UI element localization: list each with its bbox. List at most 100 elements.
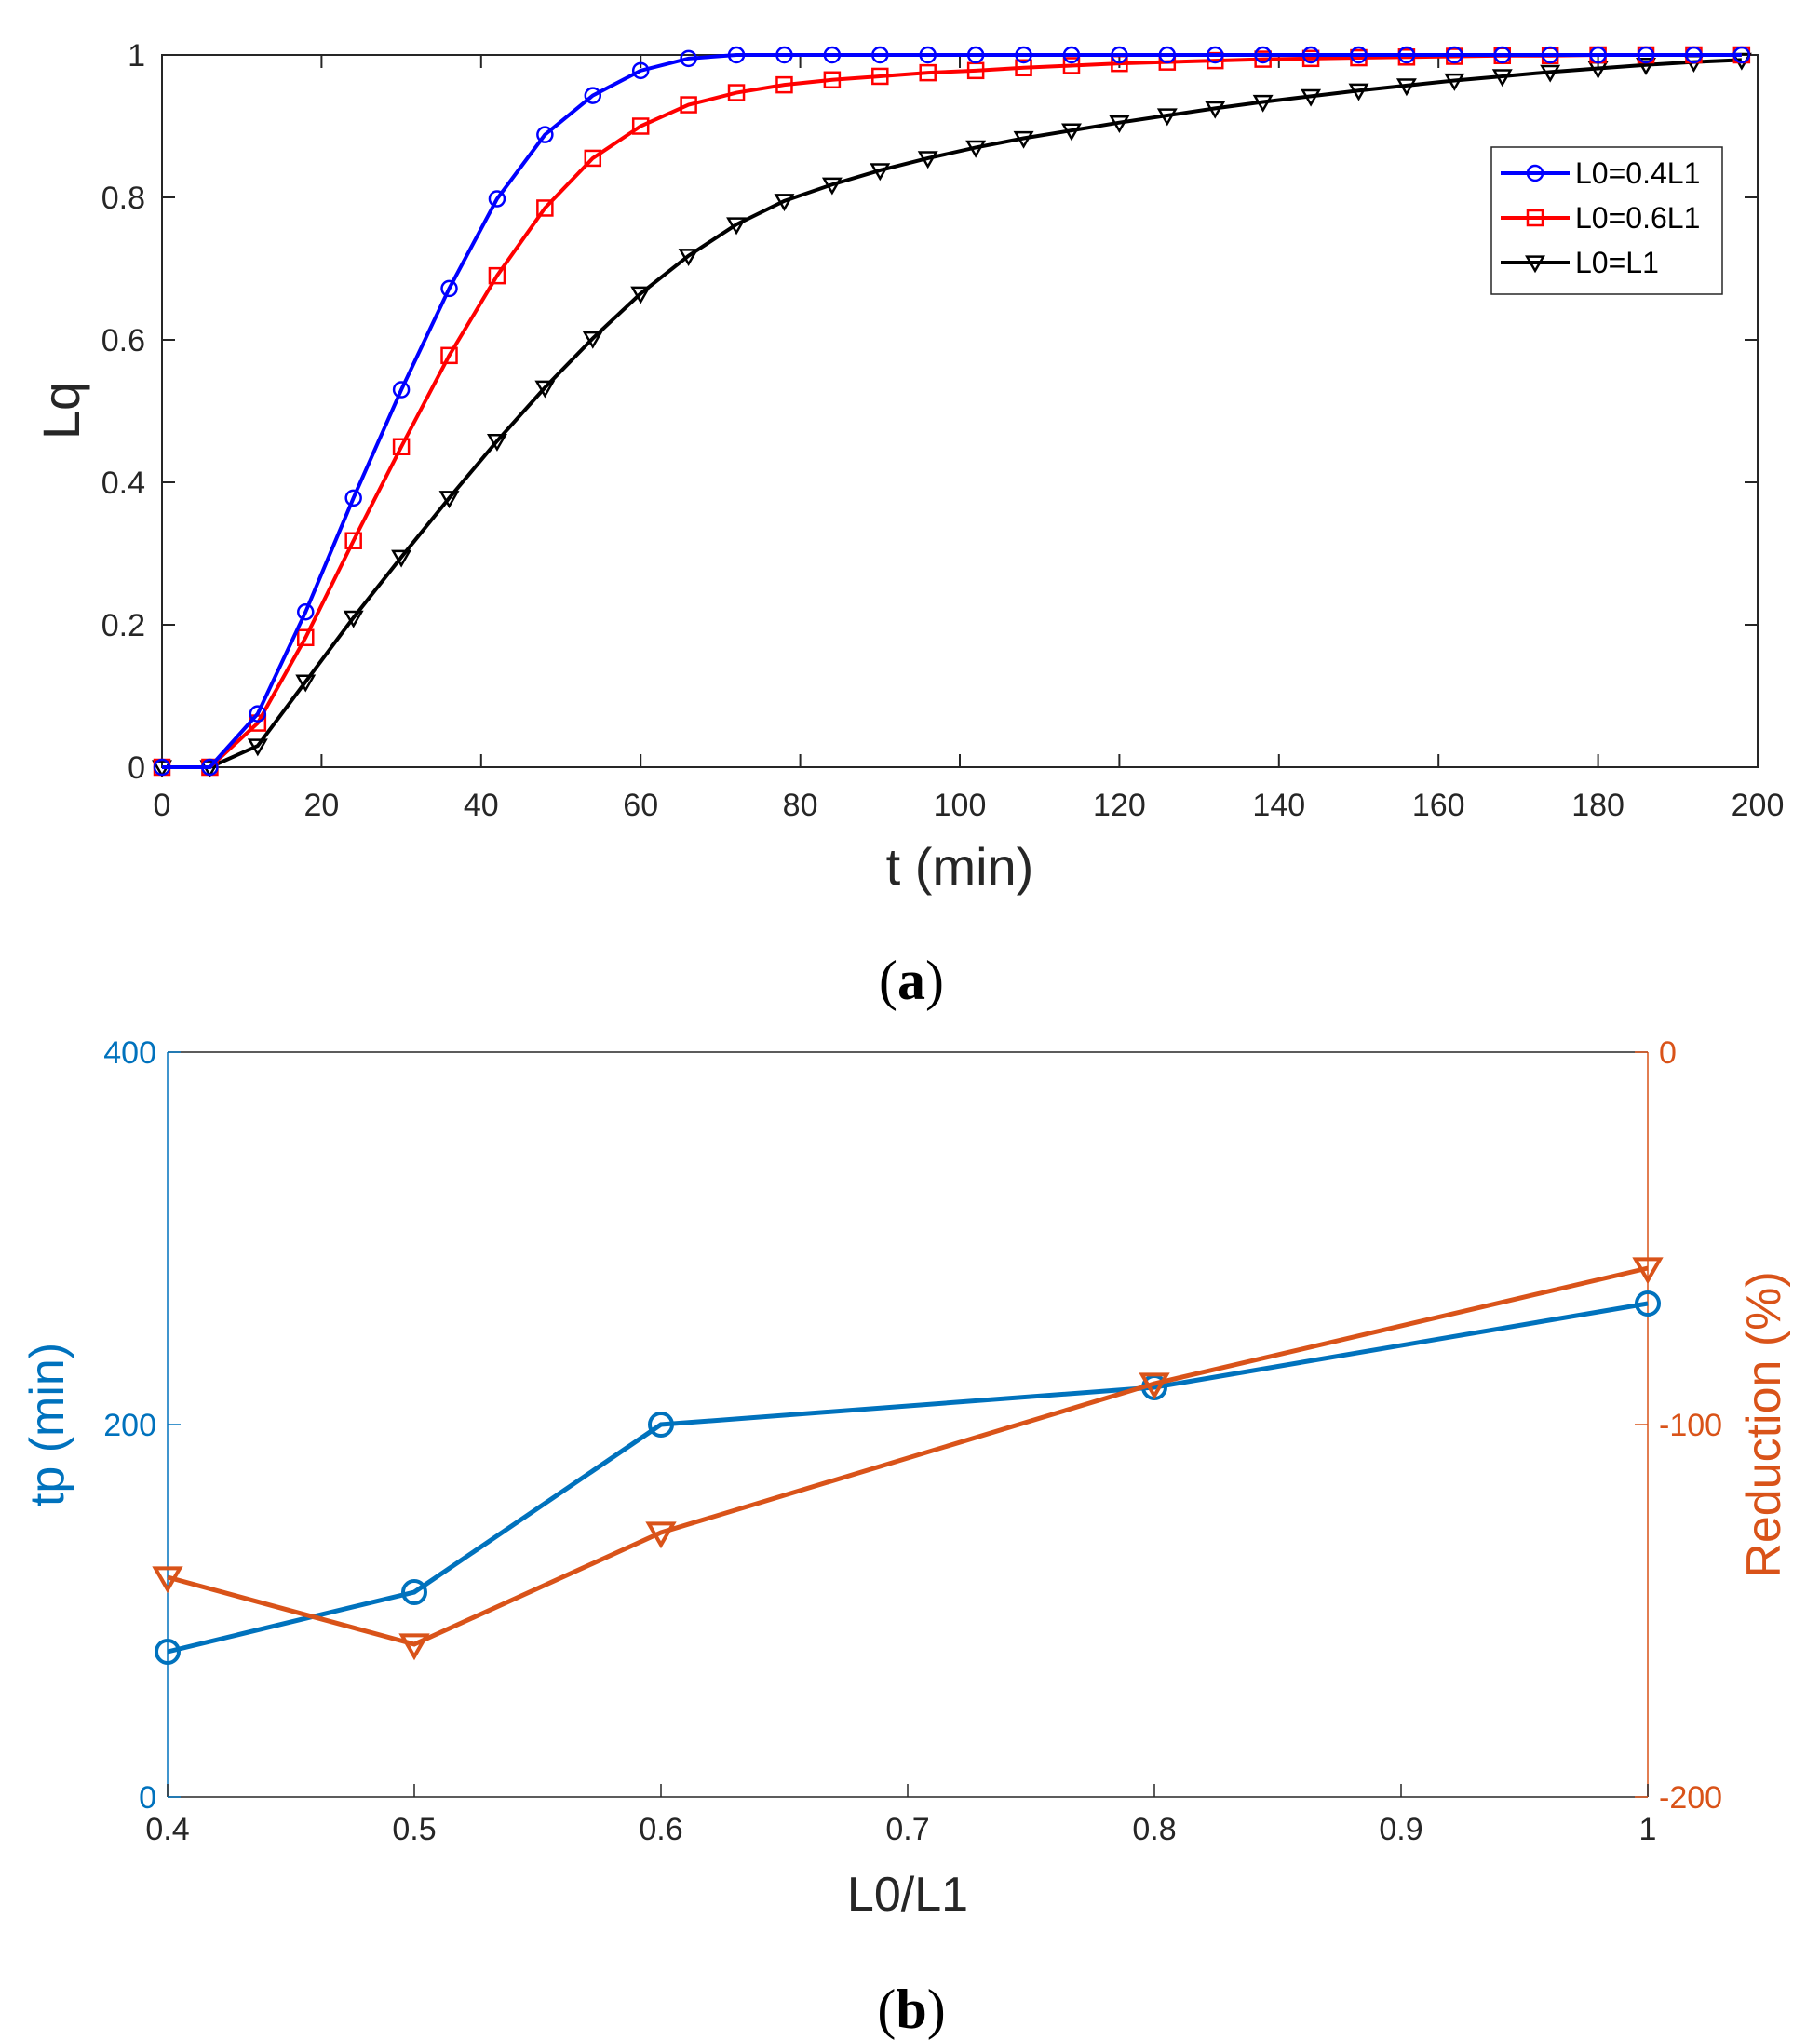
series-line bbox=[162, 58, 1742, 769]
chart-b: 0.4 0.5 0.6 0.7 0.8 0.9 1 0 200 400 -200 -100 0 L0… bbox=[20, 1035, 1791, 2040]
data-point bbox=[1636, 58, 1656, 76]
data-point bbox=[401, 1579, 427, 1605]
x-tick-label: 0.7 bbox=[885, 1812, 929, 1847]
x-tick-label: 40 bbox=[464, 788, 499, 823]
legend-swatch-marker bbox=[1525, 255, 1545, 274]
panel-a-label-paren-close: ) bbox=[925, 950, 944, 1011]
data-point bbox=[392, 381, 411, 399]
data-point bbox=[821, 177, 843, 196]
data-point bbox=[1013, 130, 1034, 149]
data-point bbox=[536, 199, 554, 217]
x-tick-label: 0.8 bbox=[1132, 1812, 1176, 1847]
data-point bbox=[1254, 46, 1272, 64]
chart-b-right-y-axis-label: Reduction (%) bbox=[1737, 1271, 1791, 1577]
series-triangle-down bbox=[152, 52, 1752, 778]
data-point bbox=[823, 71, 842, 89]
data-point bbox=[201, 758, 219, 777]
chart-b-left-y-ticks: 0 200 400 bbox=[103, 1035, 181, 1816]
data-point bbox=[392, 438, 411, 455]
data-point bbox=[965, 140, 987, 158]
chart-b-series bbox=[152, 1257, 1664, 1665]
data-point bbox=[398, 1633, 430, 1661]
left-y-tick-label: 200 bbox=[103, 1408, 156, 1443]
y-tick-label: 0 bbox=[128, 750, 145, 786]
data-point bbox=[917, 151, 938, 169]
data-point bbox=[775, 46, 793, 64]
x-tick-label: 100 bbox=[934, 788, 987, 823]
right-y-tick-label: -200 bbox=[1659, 1780, 1722, 1816]
data-point bbox=[1493, 46, 1512, 64]
panel-a-label-paren-open: ( bbox=[879, 950, 897, 1011]
y-tick-label: 0.4 bbox=[101, 466, 145, 501]
data-point bbox=[1446, 46, 1463, 64]
data-point bbox=[1205, 101, 1226, 119]
data-point bbox=[582, 331, 603, 349]
data-point bbox=[1252, 94, 1274, 113]
right-y-tick-label: 0 bbox=[1659, 1035, 1677, 1071]
data-point bbox=[343, 610, 364, 628]
data-point bbox=[966, 46, 985, 64]
data-point bbox=[1301, 46, 1320, 64]
data-point bbox=[1632, 1257, 1664, 1285]
legend-swatch-marker bbox=[1526, 164, 1544, 182]
left-y-tick-label: 0 bbox=[139, 1780, 156, 1816]
chart-a-series bbox=[152, 46, 1752, 778]
data-point bbox=[1156, 108, 1178, 127]
x-tick-label: 0.5 bbox=[392, 1812, 436, 1847]
data-point bbox=[295, 674, 317, 693]
series-line bbox=[167, 1265, 1649, 1647]
chart-b-x-ticks: 0.4 0.5 0.6 0.7 0.8 0.9 1 bbox=[145, 1784, 1656, 1847]
data-point bbox=[1491, 69, 1513, 88]
x-tick-label: 0.9 bbox=[1379, 1812, 1422, 1847]
data-point bbox=[1732, 46, 1751, 64]
data-point bbox=[488, 190, 506, 208]
data-point bbox=[1350, 46, 1368, 64]
x-tick-label: 0 bbox=[154, 788, 171, 823]
x-tick-label: 120 bbox=[1093, 788, 1146, 823]
data-point bbox=[871, 46, 889, 64]
panel-b-label-letter: b bbox=[896, 1979, 926, 2040]
series-circle bbox=[153, 46, 1751, 777]
x-tick-label: 80 bbox=[783, 788, 818, 823]
data-point bbox=[153, 758, 171, 777]
data-point bbox=[1015, 59, 1032, 77]
chart-b-right-y-ticks: -200 -100 0 bbox=[1635, 1035, 1722, 1816]
data-point bbox=[726, 217, 748, 236]
data-point bbox=[678, 249, 699, 267]
data-point bbox=[344, 532, 362, 549]
data-point bbox=[486, 433, 507, 452]
panel-a-label-letter: a bbox=[897, 950, 925, 1011]
right-y-tick-label: -100 bbox=[1659, 1408, 1722, 1443]
chart-a-legend: L0=0.4L1 L0=0.6L1 L0=L1 bbox=[1490, 146, 1723, 295]
data-point bbox=[155, 1639, 181, 1665]
data-point bbox=[297, 628, 315, 647]
data-point bbox=[871, 67, 889, 86]
series-left-axis bbox=[155, 1290, 1661, 1665]
x-tick-label: 60 bbox=[623, 788, 658, 823]
data-point bbox=[249, 705, 267, 723]
x-tick-label: 0.4 bbox=[145, 1812, 189, 1847]
x-tick-label: 0.6 bbox=[639, 1812, 682, 1847]
data-point bbox=[247, 738, 268, 757]
data-point bbox=[1348, 83, 1369, 101]
data-point bbox=[534, 380, 556, 399]
chart-a-x-ticks: 0 20 40 60 80 100 120 140 160 180 200 bbox=[154, 55, 1784, 823]
data-point bbox=[1206, 46, 1224, 64]
data-point bbox=[1540, 64, 1561, 83]
data-point bbox=[631, 61, 650, 80]
legend-label: L0=L1 bbox=[1575, 246, 1659, 279]
data-point bbox=[1015, 46, 1032, 64]
data-point bbox=[648, 1412, 674, 1438]
data-point bbox=[1109, 115, 1130, 133]
x-tick-label: 180 bbox=[1571, 788, 1625, 823]
data-point bbox=[584, 87, 602, 104]
data-point bbox=[774, 194, 795, 212]
chart-b-x-axis-label: L0/L1 bbox=[847, 1868, 968, 1922]
data-point bbox=[645, 1521, 677, 1549]
data-point bbox=[438, 491, 460, 509]
data-point bbox=[1635, 1290, 1661, 1317]
panel-b-label-paren-close: ) bbox=[927, 1979, 946, 2040]
y-tick-label: 0.8 bbox=[101, 181, 145, 216]
data-point bbox=[823, 46, 842, 64]
